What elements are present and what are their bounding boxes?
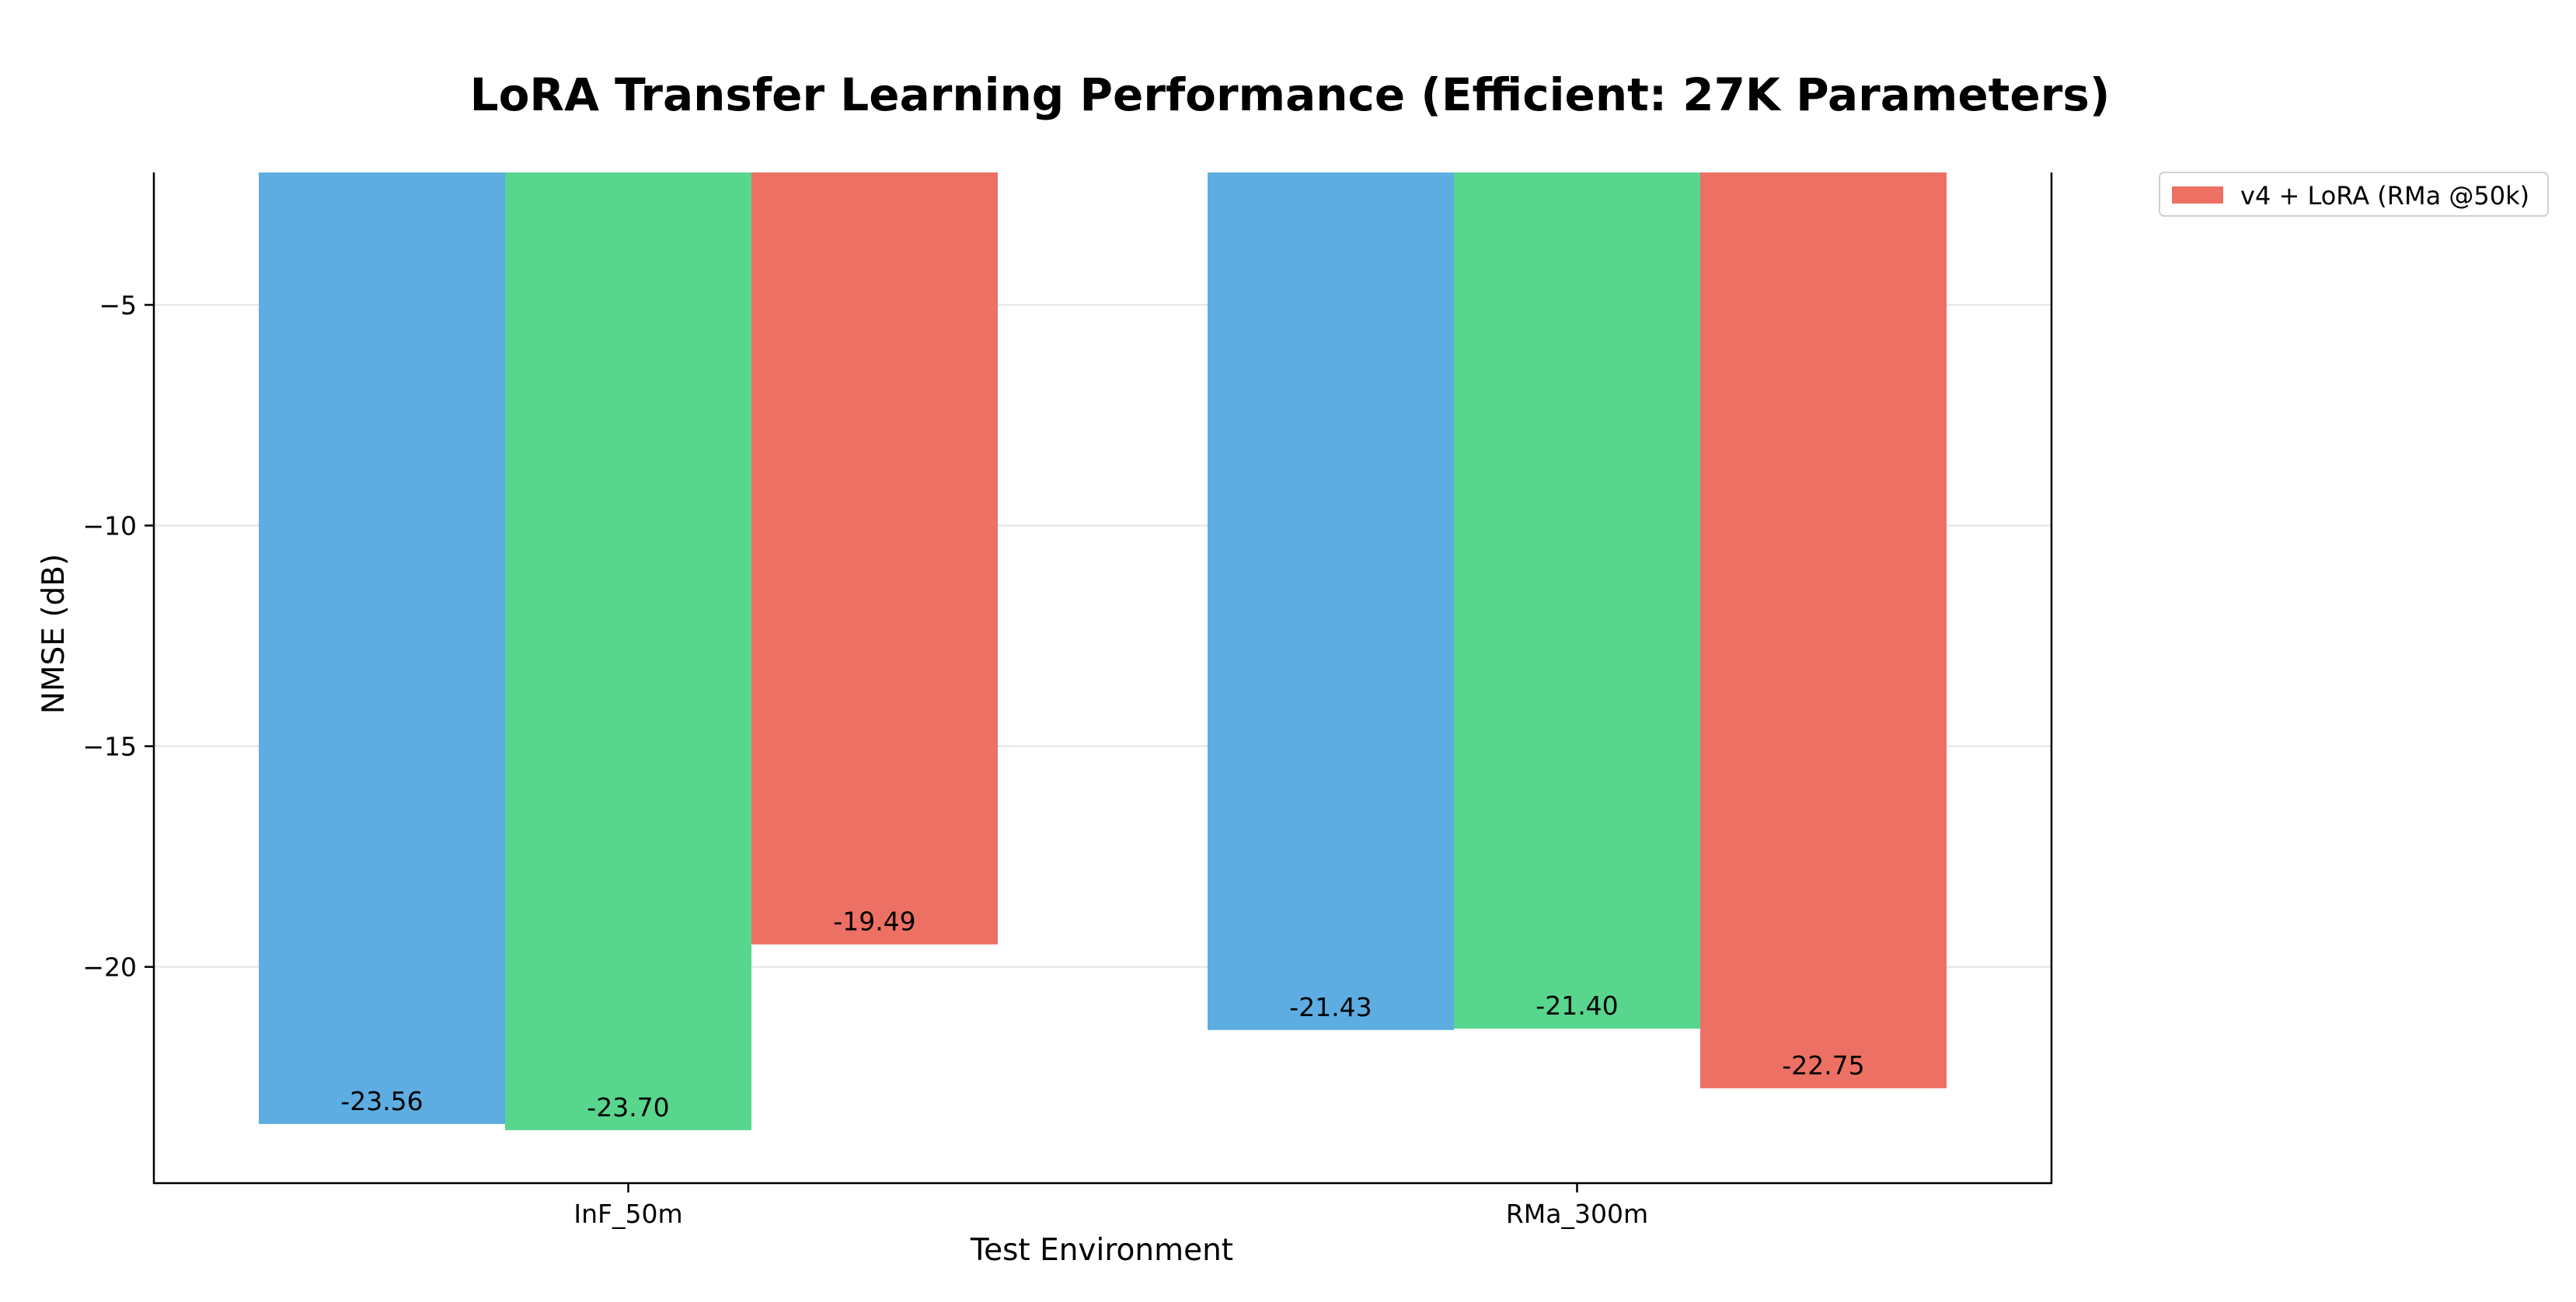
bars <box>259 172 1947 1130</box>
bar <box>1454 172 1700 1029</box>
y-axis-label: NMSE (dB) <box>37 554 71 715</box>
x-tick-label: RMa_300m <box>1506 1199 1648 1229</box>
legend-box <box>2159 172 2549 217</box>
y-tick-label: −20 <box>82 952 137 983</box>
data-label: -23.56 <box>340 1086 423 1116</box>
data-label: -22.75 <box>1782 1050 1864 1081</box>
bar <box>1700 172 1947 1088</box>
x-tick-label: InF_50m <box>573 1199 682 1229</box>
data-label: -21.43 <box>1289 992 1372 1022</box>
bar <box>505 172 751 1130</box>
axis-spines <box>152 172 2053 1185</box>
data-label: -23.70 <box>587 1092 669 1123</box>
data-label: -21.40 <box>1535 990 1618 1021</box>
bar <box>751 172 998 945</box>
axes: −5 −10 −15 −20 InF_50m RMa_300m <box>82 172 2053 1229</box>
bar <box>1208 172 1454 1030</box>
y-tick-label: −10 <box>82 510 137 541</box>
y-tick-label: −15 <box>82 732 137 762</box>
y-tick-label: −5 <box>99 290 137 320</box>
legend-swatch <box>2172 186 2223 204</box>
chart-title: LoRA Transfer Learning Performance (Effi… <box>470 68 2111 121</box>
data-labels: -23.56 -23.70 -19.49 -21.43 -21.40 -22.75 <box>340 907 1864 1123</box>
x-axis-label: Test Environment <box>970 1233 1233 1268</box>
data-label: -19.49 <box>833 907 915 937</box>
bar <box>259 172 505 1124</box>
legend: v4 + LoRA (RMa @50k) <box>2159 172 2549 217</box>
legend-label: v4 + LoRA (RMa @50k) <box>2240 181 2529 211</box>
